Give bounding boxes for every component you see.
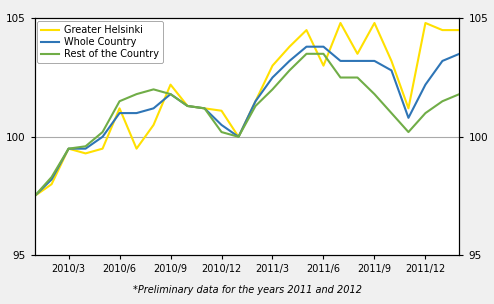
- Rest of the Country: [167, 92, 173, 96]
- Whole Country: [422, 83, 428, 86]
- Greater Helsinki: [82, 152, 88, 155]
- Rest of the Country: [270, 88, 276, 91]
- Greater Helsinki: [167, 83, 173, 86]
- Whole Country: [167, 92, 173, 96]
- Rest of the Country: [117, 99, 123, 103]
- Whole Country: [270, 76, 276, 79]
- Whole Country: [32, 194, 38, 198]
- Rest of the Country: [456, 92, 462, 96]
- Rest of the Country: [202, 106, 207, 110]
- Text: *Preliminary data for the years 2011 and 2012: *Preliminary data for the years 2011 and…: [132, 285, 362, 295]
- Rest of the Country: [218, 130, 224, 134]
- Greater Helsinki: [440, 28, 446, 32]
- Greater Helsinki: [48, 182, 54, 186]
- Whole Country: [133, 111, 139, 115]
- Greater Helsinki: [32, 194, 38, 198]
- Whole Country: [371, 59, 377, 63]
- Whole Country: [48, 178, 54, 181]
- Rest of the Country: [406, 130, 412, 134]
- Rest of the Country: [66, 147, 72, 150]
- Whole Country: [218, 123, 224, 127]
- Rest of the Country: [321, 52, 327, 56]
- Rest of the Country: [252, 104, 258, 108]
- Greater Helsinki: [202, 106, 207, 110]
- Greater Helsinki: [252, 99, 258, 103]
- Greater Helsinki: [337, 21, 343, 25]
- Whole Country: [117, 111, 123, 115]
- Whole Country: [236, 135, 242, 139]
- Rest of the Country: [32, 194, 38, 198]
- Greater Helsinki: [218, 109, 224, 112]
- Whole Country: [66, 147, 72, 150]
- Whole Country: [337, 59, 343, 63]
- Rest of the Country: [337, 76, 343, 79]
- Whole Country: [406, 116, 412, 120]
- Whole Country: [321, 45, 327, 49]
- Greater Helsinki: [422, 21, 428, 25]
- Greater Helsinki: [388, 59, 394, 63]
- Whole Country: [440, 59, 446, 63]
- Greater Helsinki: [456, 28, 462, 32]
- Greater Helsinki: [185, 104, 191, 108]
- Whole Country: [202, 106, 207, 110]
- Rest of the Country: [440, 99, 446, 103]
- Whole Country: [82, 147, 88, 150]
- Legend: Greater Helsinki, Whole Country, Rest of the Country: Greater Helsinki, Whole Country, Rest of…: [38, 21, 163, 63]
- Greater Helsinki: [100, 147, 106, 150]
- Whole Country: [388, 69, 394, 72]
- Greater Helsinki: [66, 147, 72, 150]
- Rest of the Country: [236, 135, 242, 139]
- Rest of the Country: [185, 104, 191, 108]
- Greater Helsinki: [236, 135, 242, 139]
- Rest of the Country: [133, 92, 139, 96]
- Whole Country: [151, 106, 157, 110]
- Greater Helsinki: [371, 21, 377, 25]
- Whole Country: [252, 99, 258, 103]
- Rest of the Country: [287, 69, 292, 72]
- Rest of the Country: [303, 52, 309, 56]
- Greater Helsinki: [151, 123, 157, 127]
- Line: Greater Helsinki: Greater Helsinki: [35, 23, 459, 196]
- Rest of the Country: [82, 144, 88, 148]
- Rest of the Country: [388, 111, 394, 115]
- Greater Helsinki: [270, 64, 276, 67]
- Greater Helsinki: [133, 147, 139, 150]
- Rest of the Country: [422, 111, 428, 115]
- Rest of the Country: [355, 76, 361, 79]
- Line: Rest of the Country: Rest of the Country: [35, 54, 459, 196]
- Greater Helsinki: [117, 106, 123, 110]
- Whole Country: [100, 135, 106, 139]
- Whole Country: [355, 59, 361, 63]
- Line: Whole Country: Whole Country: [35, 47, 459, 196]
- Whole Country: [185, 104, 191, 108]
- Greater Helsinki: [287, 45, 292, 49]
- Greater Helsinki: [303, 28, 309, 32]
- Whole Country: [287, 59, 292, 63]
- Greater Helsinki: [406, 106, 412, 110]
- Whole Country: [456, 52, 462, 56]
- Rest of the Country: [48, 175, 54, 179]
- Rest of the Country: [371, 92, 377, 96]
- Greater Helsinki: [355, 52, 361, 56]
- Whole Country: [303, 45, 309, 49]
- Greater Helsinki: [321, 64, 327, 67]
- Rest of the Country: [100, 130, 106, 134]
- Rest of the Country: [151, 88, 157, 91]
